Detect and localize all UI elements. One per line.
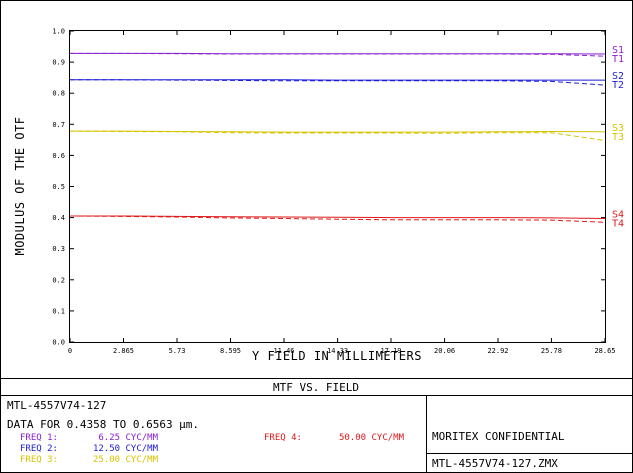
freq-2-value: 12.50 CYC/MM [92, 444, 158, 454]
y-tick-label: 1.0 [52, 28, 65, 36]
series-label-s2: S2 [612, 71, 624, 82]
series-line-s4 [70, 215, 606, 219]
y-tick-label: 0.4 [52, 214, 65, 222]
freq-4-label: FREQ 4: [264, 433, 302, 443]
series-label-s1: S1 [612, 45, 624, 56]
series-layer [69, 52, 606, 223]
x-tick-label: 28.65 [594, 347, 615, 355]
confidential-label: MORITEX CONFIDENTIAL [432, 430, 565, 443]
wavelength-range: DATA FOR 0.4358 TO 0.6563 µm. [7, 418, 200, 431]
freq-3-value: 25.00 CYC/MM [92, 455, 158, 465]
x-tick-label: 14.33 [327, 347, 348, 355]
freq-4: FREQ 4: 50.00 CYC/MM [264, 434, 404, 443]
x-tick-label: 25.78 [541, 347, 562, 355]
y-tick-label: 0.3 [52, 245, 65, 253]
freq-1-value: 6.25 CYC/MM [98, 433, 158, 443]
freq-4-value: 50.00 CYC/MM [338, 433, 404, 443]
series-label-t4: T4 [612, 219, 624, 230]
y-tick-label: 0.5 [52, 183, 65, 191]
x-tick-label: 22.92 [487, 347, 508, 355]
plot-area [69, 30, 606, 343]
freq-2: FREQ 2: 12.50 CYC/MM [20, 445, 158, 454]
y-tick-label: 0.2 [52, 276, 65, 284]
x-tick-label: 17.19 [380, 347, 401, 355]
series-label-t2: T2 [612, 80, 624, 91]
x-tick-label: 8.595 [220, 347, 241, 355]
file-name: MTL-4557V74-127.ZMX [432, 457, 558, 470]
footer-title: MTF VS. FIELD [273, 381, 359, 394]
series-line-t1 [70, 52, 606, 57]
y-tick-label: 0.1 [52, 307, 65, 315]
x-tick-label: 20.06 [434, 347, 455, 355]
x-tick-label: 5.73 [169, 347, 186, 355]
series-line-t2 [70, 79, 606, 86]
series-line-t3 [69, 130, 606, 141]
x-axis-title: Y FIELD IN MILLIMETERS [252, 349, 422, 363]
freq-1-label: FREQ 1: [20, 433, 58, 443]
y-tick-label: 0.8 [52, 90, 65, 98]
x-tick-label: 2.865 [113, 347, 134, 355]
y-tick-label: 0.0 [52, 339, 65, 347]
x-tick-label: 11.46 [273, 347, 294, 355]
series-label-t3: T3 [612, 132, 624, 143]
y-axis-title: MODULUS OF THE OTF [13, 116, 27, 255]
axis-ticks [69, 30, 606, 343]
series-label-s4: S4 [612, 210, 624, 221]
y-tick-label: 0.9 [52, 59, 65, 67]
x-tick-label: 0 [68, 347, 72, 355]
freq-3: FREQ 3: 25.00 CYC/MM [20, 456, 158, 465]
series-label-t1: T1 [612, 54, 624, 65]
series-label-s3: S3 [612, 123, 624, 134]
series-line-t4 [69, 215, 606, 223]
y-tick-label: 0.6 [52, 152, 65, 160]
freq-1: FREQ 1: 6.25 CYC/MM [20, 434, 158, 443]
freq-2-label: FREQ 2: [20, 444, 58, 454]
freq-3-label: FREQ 3: [20, 455, 58, 465]
tick-labels: 0.0 0.1 0.2 0.3 0.4 0.5 0.6 0.7 0.8 0.9 1.0 0 2.865 5… [52, 28, 615, 356]
design-name: MTL-4557V74-127 [7, 399, 107, 412]
y-tick-label: 0.7 [52, 121, 65, 129]
